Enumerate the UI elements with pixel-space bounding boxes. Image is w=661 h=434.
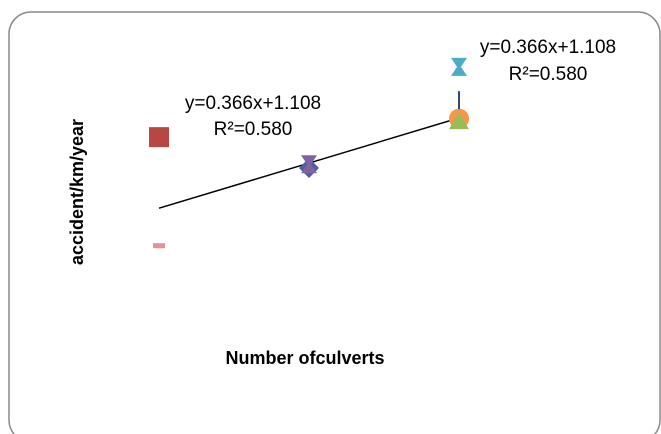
data-point-square-1	[149, 127, 169, 148]
chart-frame	[8, 11, 661, 434]
data-point-hourglass-4	[301, 155, 317, 174]
data-point-triangle-7	[449, 112, 469, 130]
data-point-dash-2	[153, 243, 165, 249]
data-point-hourglass-5	[451, 57, 467, 76]
data-point-plus-8	[458, 91, 460, 110]
r-squared-label-left: R²=0.580	[214, 119, 293, 140]
equation-label-left: y=0.366x+1.108	[185, 93, 321, 114]
data-points	[149, 57, 469, 249]
r-squared-label-right: R²=0.580	[509, 64, 588, 85]
equation-label-right: y=0.366x+1.108	[480, 37, 616, 58]
y-axis-title: accident/km/year	[67, 119, 87, 265]
x-axis-title: Number ofculverts	[225, 348, 384, 368]
